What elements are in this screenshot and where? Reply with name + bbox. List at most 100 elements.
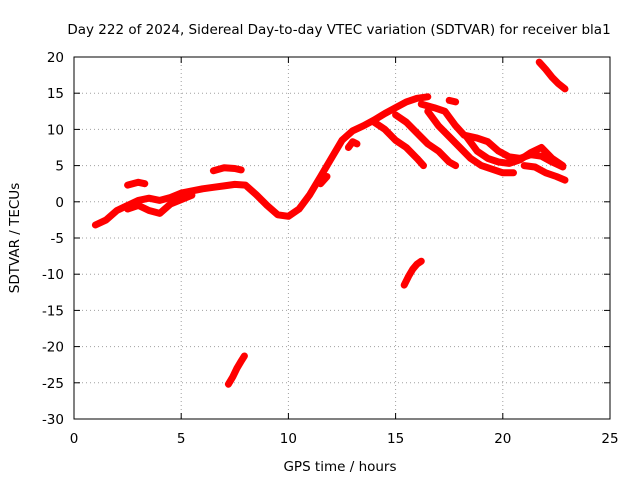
data-point: [339, 137, 345, 144]
data-point: [506, 153, 513, 160]
y-tick-label: -30: [42, 412, 64, 428]
y-tick-label: -5: [51, 231, 64, 247]
data-point: [489, 166, 496, 173]
ticks: 0 5 10 15 20 25 -30 -25 -20 -15 -10 -5 0 5 10 15 20: [42, 50, 619, 447]
data-point: [562, 177, 568, 184]
data-point: [499, 169, 506, 176]
data-point: [446, 97, 453, 104]
y-tick-label: -25: [42, 376, 64, 392]
data-point: [452, 122, 459, 129]
data-point: [414, 155, 420, 162]
x-tick-label: 25: [601, 431, 618, 447]
data-point: [467, 155, 474, 162]
data-point: [221, 164, 228, 171]
data-point: [317, 180, 324, 187]
data-point: [517, 156, 523, 163]
data-point: [210, 167, 217, 174]
data-point: [435, 122, 442, 129]
data-point: [229, 374, 236, 380]
data-point: [478, 162, 485, 169]
x-tick-label: 10: [280, 431, 297, 447]
data-point: [452, 162, 459, 169]
data-point: [549, 155, 556, 162]
data-point: [167, 194, 174, 201]
data-point: [113, 207, 120, 214]
data-point: [146, 195, 152, 202]
data-point: [221, 182, 228, 189]
data-point: [562, 85, 568, 92]
data-point: [285, 213, 292, 220]
data-point: [463, 133, 470, 140]
data-point: [345, 144, 352, 151]
y-tick-label: 15: [47, 86, 64, 102]
data-point: [328, 155, 335, 162]
y-tick-label: -10: [42, 267, 64, 283]
data-point: [542, 66, 549, 73]
data-point: [135, 179, 142, 186]
y-tick-label: -20: [42, 340, 64, 356]
data-point: [231, 165, 238, 172]
data-point: [92, 222, 99, 228]
data-point: [238, 166, 245, 173]
data-point: [296, 206, 303, 212]
data-point: [474, 148, 481, 155]
data-point: [242, 182, 249, 189]
data-point: [538, 153, 545, 160]
series-upper-segment-b: [209, 164, 245, 175]
data-point: [231, 181, 238, 188]
data-point: [381, 110, 388, 117]
data-point: [349, 127, 356, 134]
data-point: [474, 135, 481, 142]
data-point: [124, 182, 131, 189]
data-point: [360, 122, 367, 129]
data-point: [495, 159, 502, 165]
data-point: [146, 207, 152, 214]
data-point: [484, 155, 491, 162]
data-point: [409, 266, 416, 273]
data-point: [124, 206, 131, 212]
y-tick-label: 5: [55, 159, 64, 175]
x-tick-label: 0: [70, 431, 79, 447]
data-point: [414, 261, 420, 268]
data-point: [103, 216, 110, 223]
data-point: [141, 180, 148, 187]
data-point: [405, 273, 412, 280]
data-point: [441, 108, 448, 115]
data-point: [538, 144, 545, 151]
data-point: [156, 197, 163, 204]
data-point: [199, 185, 206, 192]
y-tick-label: 0: [55, 195, 64, 211]
data-point: [371, 119, 378, 126]
data-point: [403, 119, 410, 126]
x-tick-label: 15: [387, 431, 404, 447]
data-point: [156, 210, 163, 217]
x-tick-label: 20: [494, 431, 511, 447]
data-point: [435, 148, 442, 155]
data-point: [178, 196, 185, 203]
data-point: [424, 140, 431, 147]
data-point: [495, 148, 502, 155]
data-point: [392, 104, 399, 111]
data-point: [431, 104, 438, 111]
data-point: [233, 365, 240, 372]
data-point: [424, 93, 431, 100]
data-point: [542, 169, 549, 176]
data-point: [135, 202, 142, 209]
data-point: [414, 95, 420, 102]
data-point: [446, 159, 453, 165]
data-point: [264, 202, 270, 209]
data-point: [274, 211, 281, 218]
data-point: [559, 162, 566, 169]
data-point: [446, 133, 453, 140]
data-point: [418, 258, 425, 265]
data-point: [354, 140, 360, 147]
y-tick-label: 10: [47, 122, 64, 138]
x-tick-label: 5: [177, 431, 186, 447]
data-point: [306, 191, 313, 198]
data-point: [456, 144, 463, 151]
data-point: [536, 59, 543, 66]
chart-title: Day 222 of 2024, Sidereal Day-to-day VTE…: [67, 22, 610, 38]
data-point: [381, 126, 388, 133]
data-point: [420, 162, 427, 169]
